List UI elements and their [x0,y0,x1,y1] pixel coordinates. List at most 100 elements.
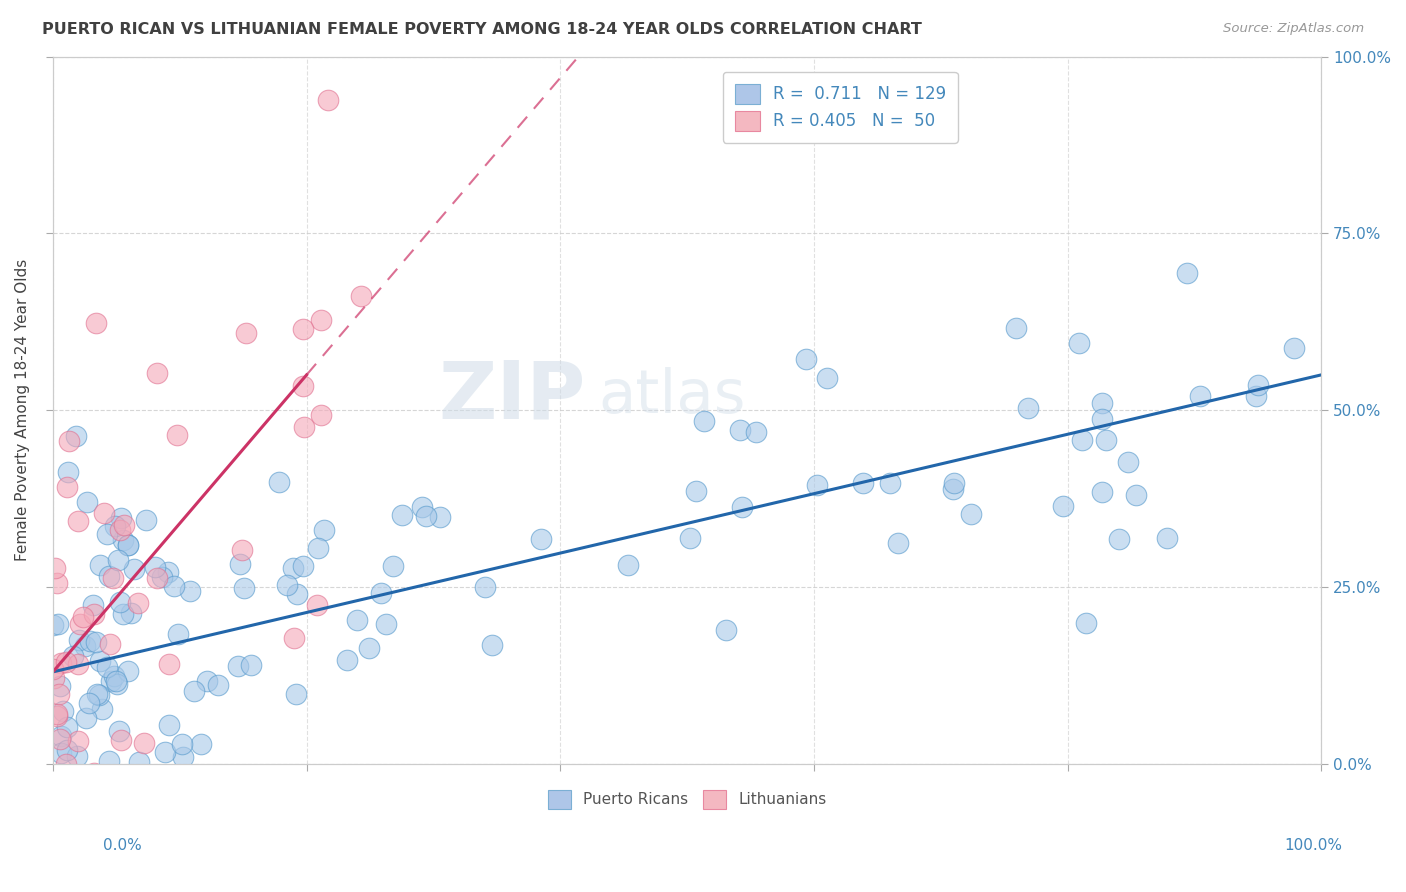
Point [42,617,65,632]
Point [285,687,308,701]
Point [291,322,314,336]
Point [83,607,105,622]
Point [481,638,503,652]
Point [111,780,134,794]
Point [58,434,80,448]
Point [98,754,121,768]
Point [942,482,965,496]
Point [1118,455,1140,469]
Point [728,423,751,437]
Point [62,648,84,663]
Point [67,734,90,748]
Point [90,701,112,715]
Point [84,316,107,330]
Point [69,794,91,808]
Point [314,523,336,537]
Point [1071,433,1094,447]
Point [276,577,298,591]
Point [879,476,901,491]
Point [887,536,910,550]
Point [411,500,433,514]
Point [135,834,157,848]
Point [59,863,82,877]
Point [84,634,107,648]
Point [159,718,181,732]
Point [55,756,77,771]
Point [89,558,111,572]
Point [291,558,314,573]
Point [135,513,157,527]
Point [93,506,115,520]
Point [49,679,72,693]
Point [172,750,194,764]
Point [117,538,139,552]
Point [104,519,127,533]
Point [112,533,135,548]
Point [96,527,118,541]
Point [195,673,218,688]
Point [1091,412,1114,426]
Point [207,678,229,692]
Point [86,687,108,701]
Point [1091,484,1114,499]
Point [183,684,205,698]
Point [56,480,79,494]
Point [83,766,105,780]
Point [1095,434,1118,448]
Point [307,598,329,612]
Point [163,579,186,593]
Point [143,560,166,574]
Point [693,414,716,428]
Point [233,581,256,595]
Point [73,639,96,653]
Point [429,510,451,524]
Point [66,657,89,672]
Point [309,313,332,327]
Point [375,616,398,631]
Point [285,587,308,601]
Point [117,664,139,678]
Point [617,558,640,572]
Point [96,660,118,674]
Point [346,614,368,628]
Point [745,425,768,440]
Point [283,631,305,645]
Point [1188,389,1211,403]
Point [46,709,69,723]
Point [105,673,128,688]
Point [1247,378,1270,392]
Point [108,524,131,538]
Point [370,586,392,600]
Point [1067,335,1090,350]
Point [65,429,87,443]
Point [685,484,707,499]
Point [69,633,91,648]
Point [1156,531,1178,545]
Point [190,737,212,751]
Point [75,711,97,725]
Point [42,662,65,676]
Point [1091,396,1114,410]
Point [77,696,100,710]
Point [112,607,135,621]
Point [170,738,193,752]
Point [49,729,72,743]
Point [226,658,249,673]
Point [132,736,155,750]
Point [716,623,738,637]
Point [44,561,66,575]
Point [82,599,104,613]
Point [815,370,838,384]
Point [530,532,553,546]
Point [107,723,129,738]
Point [1284,341,1306,355]
Point [146,571,169,585]
Point [70,860,93,874]
Point [107,553,129,567]
Point [56,720,79,734]
Point [120,606,142,620]
Point [100,673,122,688]
Point [291,379,314,393]
Point [1005,321,1028,335]
Point [357,640,380,655]
